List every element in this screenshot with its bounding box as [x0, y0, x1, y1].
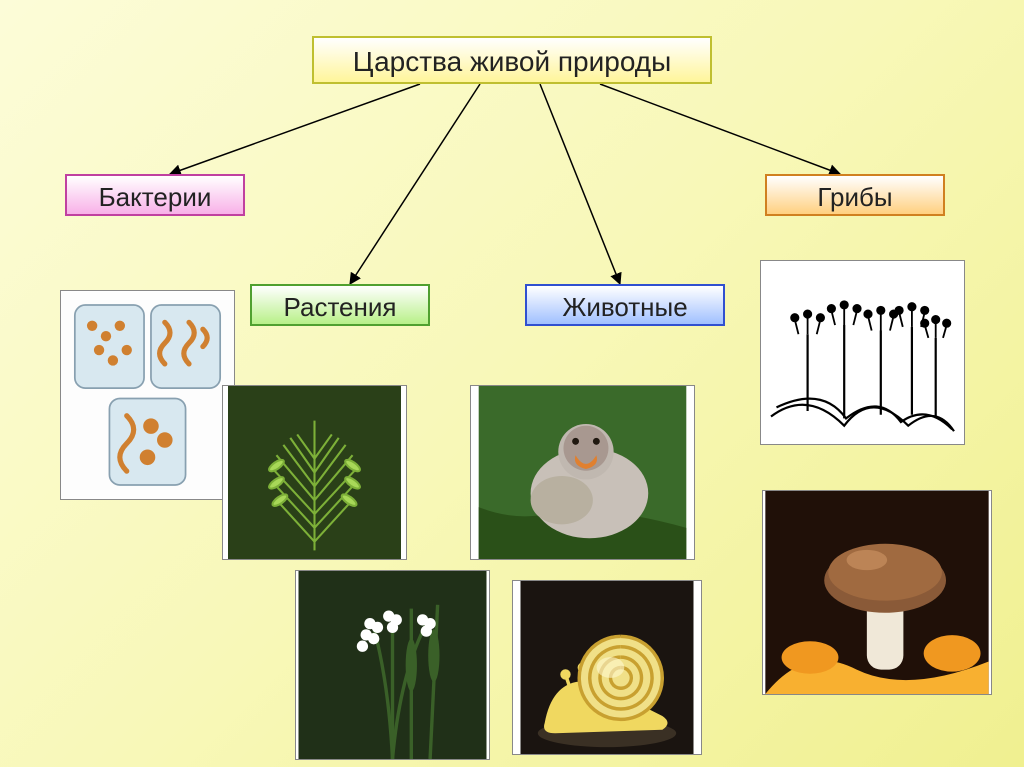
root-label: Царства живой природы [353, 46, 672, 77]
child-node-fungi: Грибы [765, 174, 945, 216]
child-label-animals: Животные [562, 292, 687, 322]
illustration-fungi-drawing [760, 260, 965, 445]
child-node-plants: Растения [250, 284, 430, 326]
root-node: Царства живой природы [312, 36, 712, 84]
child-label-fungi: Грибы [817, 182, 892, 212]
child-node-animals: Животные [525, 284, 725, 326]
child-node-bacteria: Бактерии [65, 174, 245, 216]
illustration-mushroom [762, 490, 992, 695]
illustration-bird [470, 385, 695, 560]
illustration-plant-lily [295, 570, 490, 760]
illustration-snail [512, 580, 702, 755]
child-label-bacteria: Бактерии [99, 182, 212, 212]
illustration-bacteria [60, 290, 235, 500]
illustration-plant-fern [222, 385, 407, 560]
child-label-plants: Растения [284, 292, 397, 322]
